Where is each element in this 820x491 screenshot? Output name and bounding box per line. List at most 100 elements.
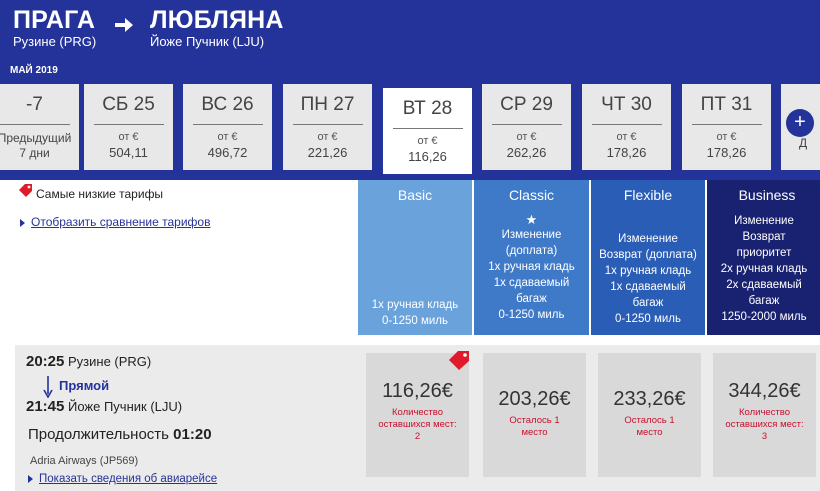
divider — [0, 124, 70, 125]
seats-note-line: оставшихся мест: — [378, 419, 457, 430]
fare-features: Изменение Возврат (доплата) 1х ручная кл… — [591, 231, 705, 327]
seats-note-line: оставшихся мест: — [725, 419, 804, 430]
price-flexible-button[interactable]: 233,26€ Осталось 1 место — [598, 353, 701, 477]
seats-note-line: 3 — [761, 431, 768, 442]
fare-feature: 0-1250 миль — [614, 313, 682, 325]
fare-column-flexible: Flexible Изменение Возврат (доплата) 1х … — [591, 180, 705, 335]
price-amount: 116,26€ — [382, 380, 453, 402]
fare-feature: багаж — [632, 297, 664, 309]
duration-value: 01:20 — [173, 426, 212, 443]
date-tab-day: ПТ 31 — [700, 94, 753, 115]
price-basic-button[interactable]: 116,26€ Количество оставшихся мест: 2 — [366, 351, 469, 477]
seats-left-note: Осталось 1 место — [598, 415, 701, 439]
fare-name: Classic — [508, 187, 555, 203]
date-tab-price: 178,26 — [706, 145, 747, 160]
date-tab-price: 262,26 — [506, 145, 547, 160]
fare-column-classic: Classic ★ Изменение (доплата) 1х ручная … — [474, 180, 589, 335]
fare-feature: Изменение — [734, 215, 794, 227]
fare-column-basic: Basic 1х ручная кладь 0-1250 миль — [358, 180, 472, 335]
fare-feature: 2х сдаваемый — [726, 279, 802, 291]
arrival-airport: Йоже Пучник (LJU) — [68, 399, 183, 414]
fare-feature: багаж — [516, 293, 547, 305]
price-business-button[interactable]: 344,26€ Количество оставшихся мест: 3 — [713, 353, 816, 477]
star-icon: ★ — [525, 212, 538, 227]
divider — [691, 124, 762, 125]
destination-city: ЛЮБЛЯНА — [150, 6, 284, 34]
date-tab-mon-27[interactable]: ПН 27 от € 221,26 — [283, 84, 372, 170]
fare-feature: 1х ручная кладь — [371, 299, 459, 311]
divider — [392, 128, 463, 129]
origin-airport: Рузине (PRG) — [13, 34, 97, 49]
divider — [192, 124, 263, 125]
seats-note-line: Осталось 1 — [624, 415, 675, 426]
right-arrow-icon — [115, 18, 133, 32]
arrival-time: 21:45 — [26, 398, 65, 415]
show-fare-comparison-link[interactable]: Отобразить сравнение тарифов — [20, 215, 210, 229]
fare-feature: Возврат — [742, 231, 786, 243]
date-tab-price: 496,72 — [207, 145, 248, 160]
departure: 20:25 Рузине (PRG) — [26, 353, 151, 370]
seats-left-note: Количество оставшихся мест: 3 — [713, 407, 816, 443]
fare-feature: багаж — [748, 295, 780, 307]
date-tab-fri-31[interactable]: ПТ 31 от € 178,26 — [682, 84, 771, 170]
date-tab-day: СР 29 — [500, 94, 553, 115]
plus-circle-icon: + — [786, 109, 814, 137]
fare-feature: приоритет — [736, 247, 792, 259]
seats-note-line: Количество — [738, 407, 791, 418]
divider — [591, 124, 662, 125]
flight-details-link[interactable]: Показать сведения об авиарейсе — [28, 473, 217, 485]
date-tab-day: СБ 25 — [102, 94, 155, 115]
month-label: МАЙ 2019 — [10, 65, 58, 76]
down-arrow-icon — [43, 376, 53, 398]
fare-features: Изменение Возврат приоритет 2х ручная кл… — [707, 213, 820, 325]
price-amount: 344,26€ — [728, 380, 801, 402]
date-tab-tue-28-selected[interactable]: ВТ 28 от € 116,26 — [383, 88, 472, 174]
date-tab-sat-25[interactable]: СБ 25 от € 504,11 — [84, 84, 173, 170]
triangle-bullet-icon — [20, 218, 25, 227]
fare-column-business: Business Изменение Возврат приоритет 2х … — [707, 180, 820, 335]
divider — [93, 124, 164, 125]
date-tab-from: от € — [317, 131, 338, 143]
triangle-bullet-icon — [28, 474, 33, 483]
date-tab-from: от € — [516, 131, 537, 143]
fare-name: Basic — [397, 187, 433, 203]
date-tab-price: 221,26 — [307, 145, 348, 160]
date-tab-price: 116,26 — [408, 149, 447, 164]
seats-note-line: Количество — [391, 407, 444, 418]
fare-features: ★ Изменение (доплата) 1х ручная кладь 1х… — [474, 213, 589, 323]
lowest-fares-label: Самые низкие тарифы — [36, 187, 164, 201]
seats-left-note: Осталось 1 место — [483, 415, 586, 439]
fare-name: Flexible — [623, 187, 673, 203]
fare-feature: Возврат (доплата) — [599, 249, 697, 261]
date-tab-wed-29[interactable]: СР 29 от € 262,26 — [482, 84, 571, 170]
direct-flight-label: Прямой — [59, 378, 110, 393]
destination-airport: Йоже Пучник (LJU) — [150, 34, 265, 49]
carrier-info: Adria Airways (JP569) — [30, 455, 139, 467]
fare-feature: 1250-2000 миль — [721, 311, 807, 323]
arrival: 21:45 Йоже Пучник (LJU) — [26, 398, 182, 415]
price-tag-icon — [449, 351, 469, 370]
date-tab-price: 178,26 — [606, 145, 647, 160]
previous-week-button[interactable]: -7 Предыдущий 7 дни — [0, 84, 79, 170]
date-tab-from: от € — [217, 131, 238, 143]
next-week-text: Д — [799, 136, 808, 150]
price-classic-button[interactable]: 203,26€ Осталось 1 место — [483, 353, 586, 477]
fare-feature: 1х ручная кладь — [604, 265, 692, 277]
seats-note-line: место — [636, 427, 663, 438]
next-week-button[interactable]: + Д — [781, 84, 820, 170]
departure-airport: Рузине (PRG) — [68, 354, 152, 369]
date-tab-sun-26[interactable]: ВС 26 от € 496,72 — [183, 84, 272, 170]
previous-week-label: -7 — [26, 94, 43, 115]
date-tab-price: 504,11 — [109, 145, 148, 160]
fare-feature: Изменение — [618, 233, 678, 245]
fare-feature: 2х ручная кладь — [720, 263, 808, 275]
flight-duration: Продолжительность 01:20 — [28, 426, 212, 443]
date-tab-thu-30[interactable]: ЧТ 30 от € 178,26 — [582, 84, 671, 170]
fare-features: 1х ручная кладь 0-1250 миль — [358, 297, 472, 329]
seats-note-line: место — [521, 427, 548, 438]
divider — [491, 124, 562, 125]
fare-name: Business — [738, 187, 796, 203]
date-tab-from: от € — [118, 131, 139, 143]
seats-note-line: Осталось 1 — [509, 415, 560, 426]
